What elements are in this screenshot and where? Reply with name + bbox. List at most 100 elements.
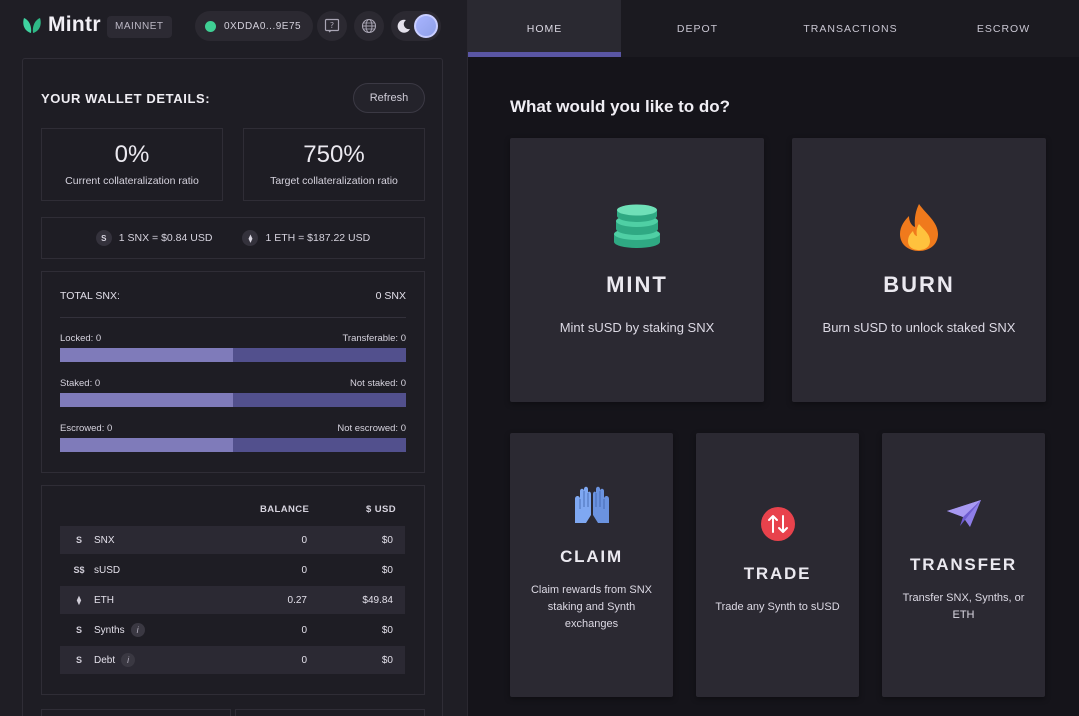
locked-progress-fill (60, 348, 233, 362)
current-ratio-value: 0% (114, 141, 150, 168)
usd-column-header: $ USD (366, 504, 396, 515)
tab-home[interactable]: HOME (468, 0, 621, 57)
tab-depot[interactable]: DEPOT (676, 22, 719, 35)
escrowed-label: Escrowed: 0 (60, 423, 113, 434)
swap-arrows-icon (760, 507, 795, 541)
language-button[interactable] (354, 11, 384, 41)
current-ratio-label: Current collateralization ratio (65, 175, 199, 187)
total-snx-header: TOTAL SNX: 0 SNX (60, 290, 406, 302)
network-badge: MAINNET (107, 16, 172, 38)
token-balance: 0 (301, 564, 307, 576)
token-name: SNX (94, 534, 115, 546)
eth-token-icon: ⧫ (76, 594, 82, 605)
token-balance: 0 (301, 654, 307, 666)
balance-table: BALANCE $ USD S SNX 0 $0 S$ sUSD 0 $0 ⧫ … (41, 485, 425, 695)
globe-icon (361, 18, 377, 34)
tab-escrow[interactable]: ESCROW (976, 22, 1031, 35)
open-hands-icon (574, 486, 609, 523)
refresh-button[interactable]: Refresh (353, 83, 425, 113)
staked-label: Staked: 0 (60, 378, 101, 389)
locked-label: Locked: 0 (60, 333, 102, 344)
top-bar: Mintr MAINNET 0XDDA0...9E75 ? (0, 0, 467, 52)
staked-progress-fill (60, 393, 233, 407)
table-row: S Synths i 0 $0 (60, 616, 405, 644)
wallet-address: 0XDDA0...9E75 (224, 20, 302, 32)
balance-column-header: BALANCE (260, 504, 310, 515)
token-name: ETH (94, 594, 114, 606)
bottom-card-stub (41, 709, 231, 716)
locked-bar-group: Locked: 0 Transferable: 0 (60, 333, 406, 362)
logo[interactable]: Mintr (22, 13, 101, 37)
token-name: Synths (94, 624, 125, 636)
token-balance: 0 (301, 534, 307, 546)
mint-card[interactable]: MINT Mint sUSD by staking SNX (510, 138, 764, 402)
moon-icon (397, 19, 410, 33)
wallet-address-button[interactable]: 0XDDA0...9E75 (195, 11, 313, 41)
escrowed-bar-group: Escrowed: 0 Not escrowed: 0 (60, 423, 406, 452)
token-usd: $0 (381, 654, 393, 666)
info-icon[interactable]: i (121, 653, 136, 667)
token-name: sUSD (94, 564, 121, 576)
token-usd: $0 (381, 534, 393, 546)
paper-plane-icon (946, 500, 981, 527)
wallet-panel: Mintr MAINNET 0XDDA0...9E75 ? (0, 0, 467, 716)
token-usd: $0 (381, 564, 393, 576)
coin-stack-icon (614, 204, 660, 248)
transfer-description: Transfer SNX, Synths, or ETH (902, 592, 1025, 621)
not-escrowed-label: Not escrowed: 0 (337, 423, 406, 434)
status-dot (205, 20, 216, 32)
snx-token-icon: S (75, 535, 82, 545)
fire-icon (900, 204, 938, 251)
claim-title: CLAIM (560, 547, 623, 566)
transfer-title: TRANSFER (910, 555, 1017, 574)
target-ratio-label: Target collateralization ratio (270, 175, 398, 187)
trade-description: Trade any Synth to sUSD (715, 601, 840, 613)
mint-description: Mint sUSD by staking SNX (559, 320, 715, 335)
burn-description: Burn sUSD to unlock staked SNX (822, 320, 1016, 335)
susd-token-icon: S$ (73, 565, 85, 575)
bottom-card-stub (235, 709, 425, 716)
divider (60, 317, 406, 318)
leaf-logo-icon (23, 18, 41, 33)
target-ratio-box: 750% Target collateralization ratio (243, 128, 425, 201)
escrowed-progress-fill (60, 438, 233, 452)
snx-price-text: 1 SNX = $0.84 USD (118, 232, 213, 244)
trade-title: TRADE (743, 564, 812, 583)
claim-card[interactable]: CLAIM Claim rewards from SNX staking and… (510, 433, 673, 697)
transfer-card[interactable]: TRANSFER Transfer SNX, Synths, or ETH (882, 433, 1045, 697)
help-button[interactable]: ? (317, 11, 347, 41)
total-snx-label: TOTAL SNX: (60, 290, 120, 302)
page-title: What would you like to do? (510, 97, 731, 116)
staked-bar-group: Staked: 0 Not staked: 0 (60, 378, 406, 407)
trade-card[interactable]: TRADE Trade any Synth to sUSD (696, 433, 859, 697)
app-name: Mintr (48, 13, 101, 36)
escrowed-progress-bar (60, 438, 406, 452)
token-balance: 0.27 (287, 594, 307, 606)
table-row: S SNX 0 $0 (60, 526, 405, 554)
wallet-details-title: YOUR WALLET DETAILS: (41, 91, 211, 106)
nav-tabs: HOME DEPOT TRANSACTIONS ESCROW (468, 0, 1079, 57)
target-ratio-value: 750% (303, 141, 365, 168)
mint-title: MINT (606, 272, 668, 297)
debt-token-icon: S (75, 655, 82, 665)
token-usd: $0 (381, 624, 393, 636)
burn-card[interactable]: BURN Burn sUSD to unlock staked SNX (792, 138, 1046, 402)
tab-transactions[interactable]: TRANSACTIONS (803, 22, 898, 35)
eth-coin-icon: ⧫ (242, 230, 259, 246)
price-box: S 1 SNX = $0.84 USD ⧫ 1 ETH = $187.22 US… (41, 217, 425, 259)
svg-text:?: ? (330, 21, 334, 30)
token-usd: $49.84 (362, 594, 393, 606)
eth-price-text: 1 ETH = $187.22 USD (265, 232, 371, 244)
main-panel: HOME DEPOT TRANSACTIONS ESCROW What woul… (467, 0, 1079, 716)
info-icon[interactable]: i (130, 623, 145, 637)
total-snx-box: TOTAL SNX: 0 SNX Locked: 0 Transferable:… (41, 271, 425, 473)
help-icon: ? (324, 18, 340, 33)
eth-price: ⧫ 1 ETH = $187.22 USD (242, 230, 370, 246)
transferable-label: Transferable: 0 (342, 333, 406, 344)
synths-token-icon: S (75, 625, 82, 635)
theme-toggle[interactable] (391, 11, 441, 41)
token-name: Debt (94, 654, 116, 666)
toggle-knob (414, 14, 438, 38)
table-row: S Debt i 0 $0 (60, 646, 405, 674)
table-row: S$ sUSD 0 $0 (60, 556, 405, 584)
